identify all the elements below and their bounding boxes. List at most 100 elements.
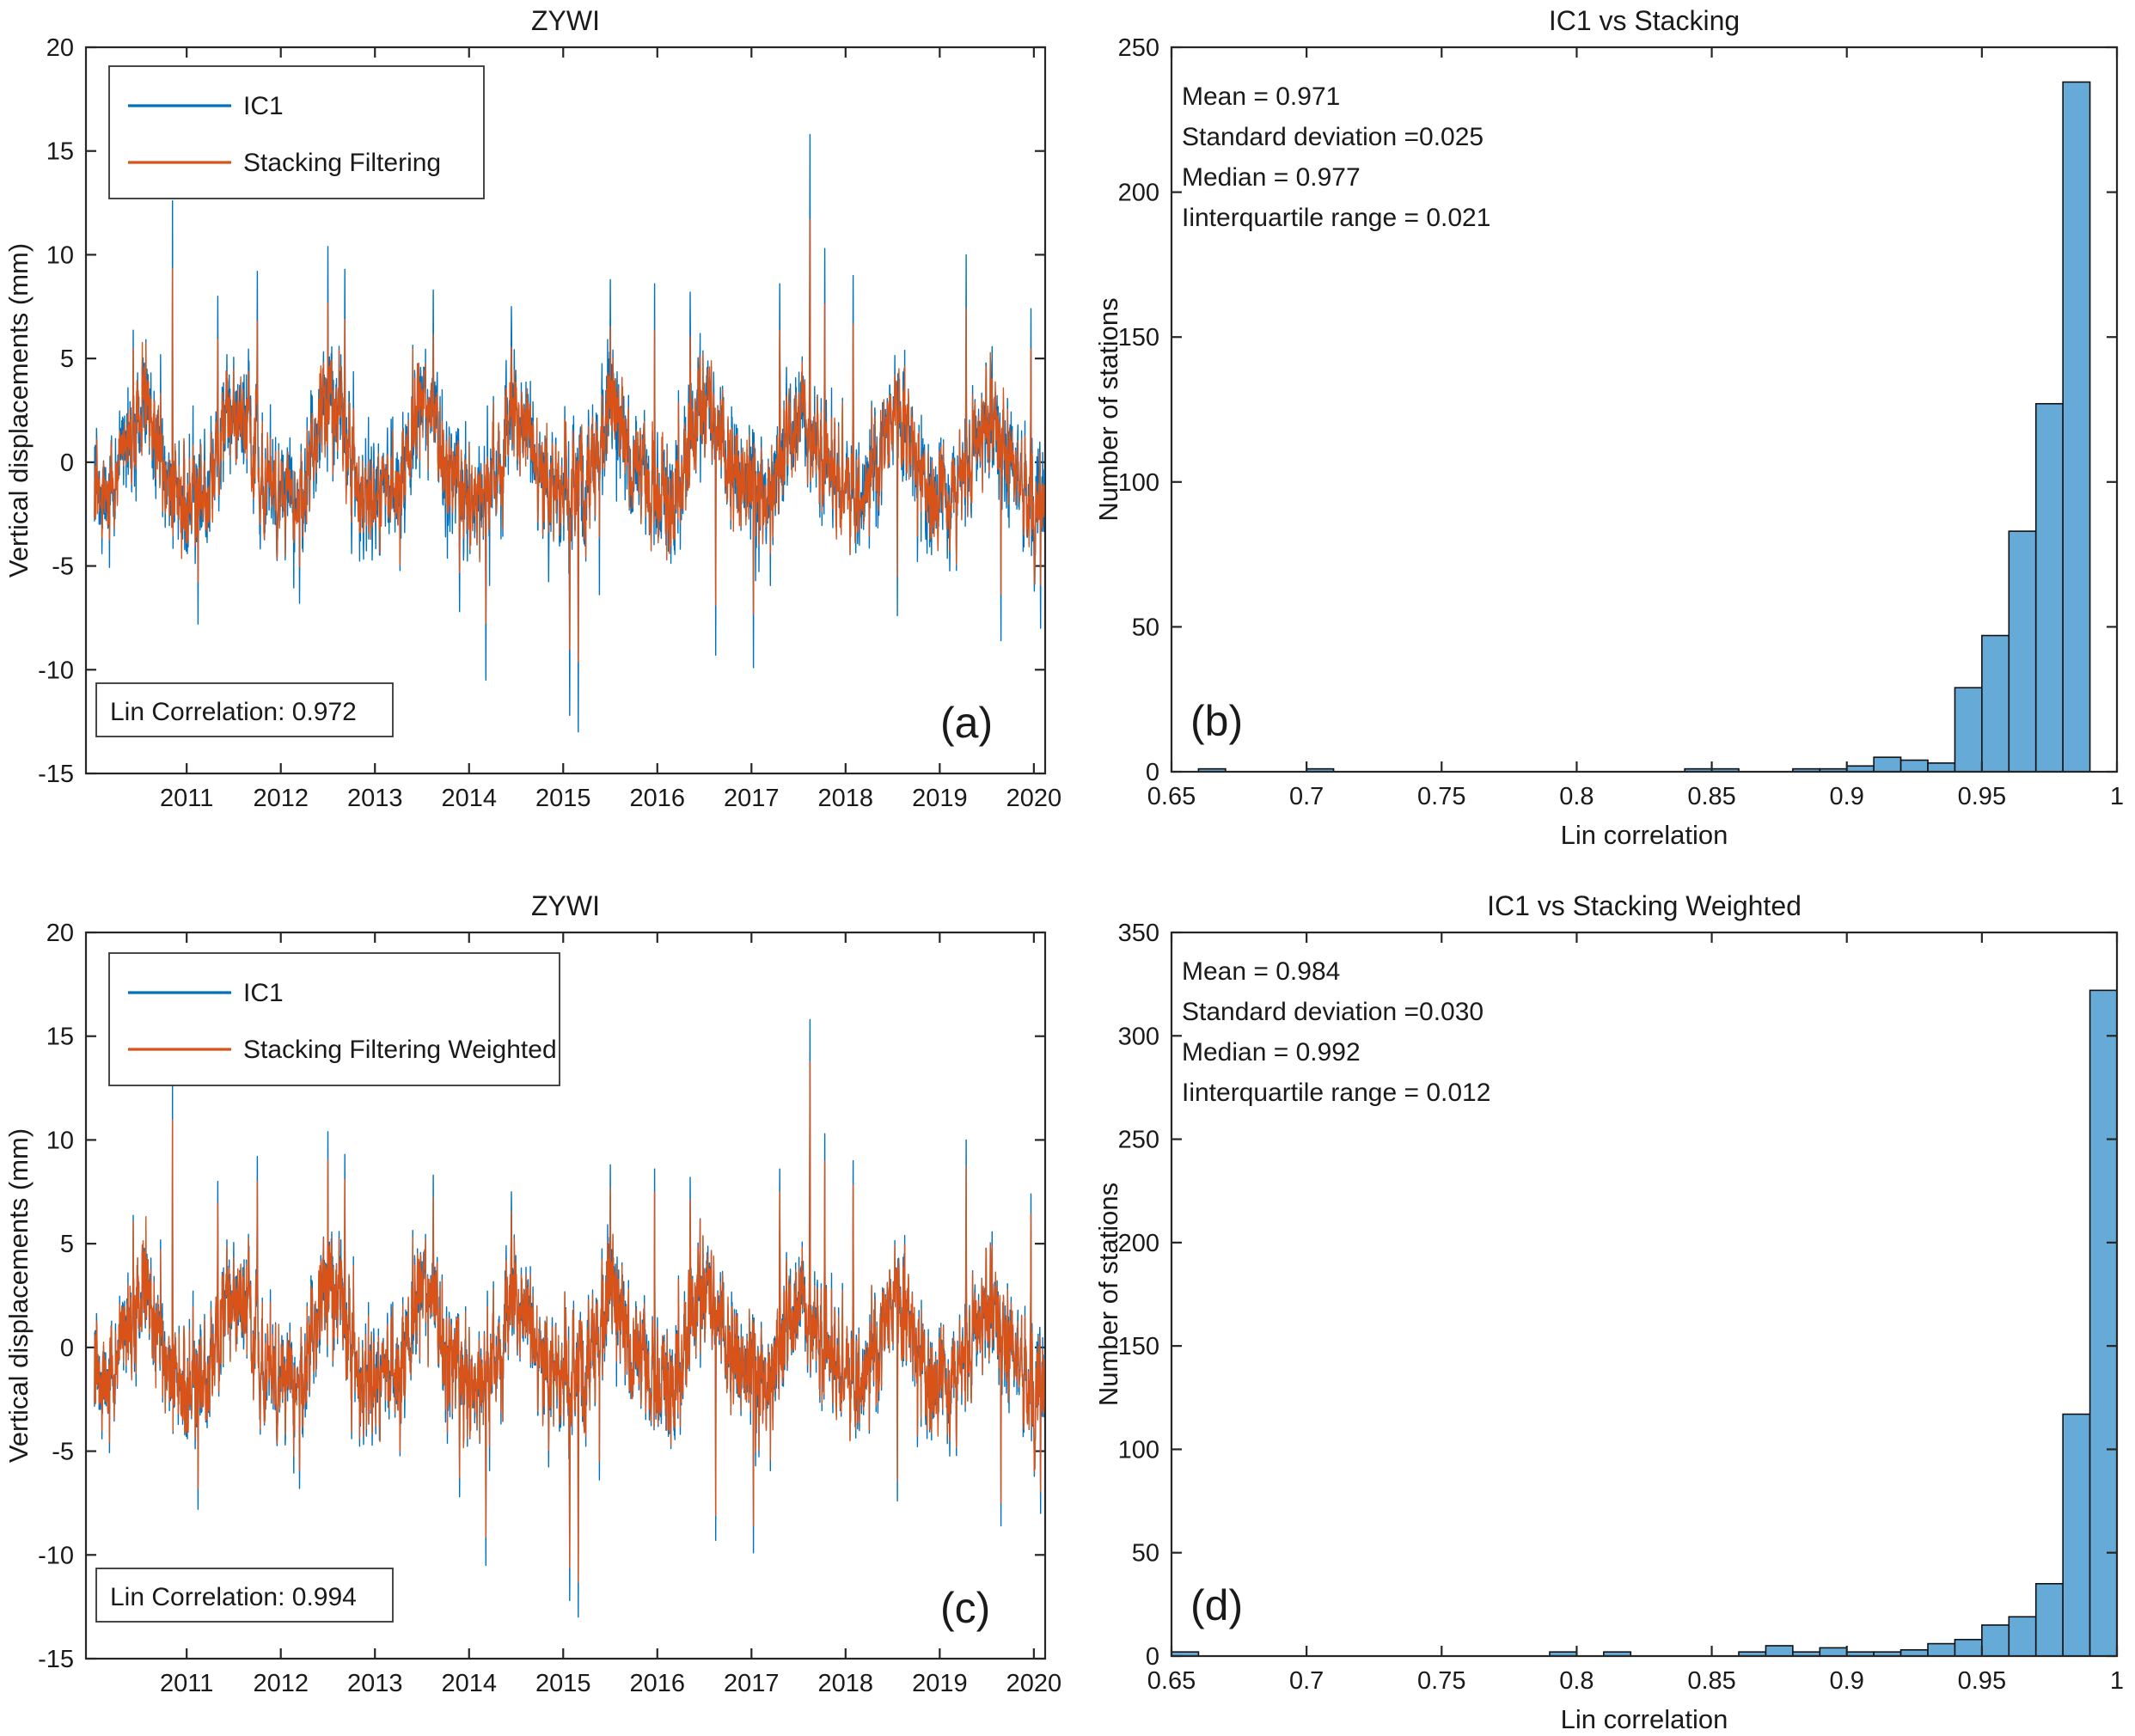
histogram-bar xyxy=(1927,762,1956,773)
x-tick-label: 0.95 xyxy=(1958,783,2006,810)
y-tick-label: 20 xyxy=(46,920,74,947)
histogram-bar xyxy=(1981,1624,2010,1657)
panel-a-plot: 2011 2012 2013 2014 2015 2016 2017 2018 2019 2020… xyxy=(3,5,1062,812)
x-tick-label: 2016 xyxy=(630,1670,686,1697)
panel-letter: (d) xyxy=(1190,1581,1243,1629)
x-tick-label: 0.85 xyxy=(1687,783,1735,810)
histogram-bar xyxy=(2089,989,2118,1657)
y-axis-label: Vertical displacements (mm) xyxy=(3,1128,34,1463)
y-tick-label: 0 xyxy=(60,449,74,477)
x-tick-label: 1 xyxy=(2110,1667,2124,1695)
x-tick-label: 0.8 xyxy=(1559,1667,1594,1695)
x-axis-label: Lin correlation xyxy=(1561,820,1728,850)
histogram-bar xyxy=(1981,634,2010,773)
x-tick-label: 0.75 xyxy=(1417,1667,1465,1695)
x-tick-label: 2017 xyxy=(724,1670,780,1697)
panel-d-plot: 0.65 0.7 0.75 0.8 0.85 0.9 0.95 1 0 50 100 150 200 25… xyxy=(1093,890,2124,1734)
correlation-box xyxy=(95,682,394,737)
panel-letter: (b) xyxy=(1190,697,1243,745)
stats-line: Median = 0.992 xyxy=(1182,1038,1361,1067)
x-tick-label: 2011 xyxy=(160,1670,213,1697)
axis-frame xyxy=(84,46,1047,775)
histogram-bars xyxy=(1171,989,2118,1657)
x-tick-label: 2016 xyxy=(630,785,686,812)
histogram-bar xyxy=(1954,1638,1983,1657)
panel-b-plot: 0.65 0.7 0.75 0.8 0.85 0.9 0.95 1 0 50 100 150 200 25… xyxy=(1093,5,2124,850)
histogram-bar xyxy=(2062,1413,2091,1657)
x-tick-label: 2019 xyxy=(912,785,968,812)
y-axis-label: Number of stations xyxy=(1093,297,1123,521)
y-tick-label: 50 xyxy=(1132,1540,1159,1568)
y-tick-label: -5 xyxy=(52,1439,74,1466)
x-tick-label: 2014 xyxy=(441,1670,497,1697)
x-tick-label: 1 xyxy=(2110,783,2124,810)
x-tick-label: 2018 xyxy=(818,1670,874,1697)
y-tick-label: 100 xyxy=(1118,1436,1159,1464)
x-tick-label: 2012 xyxy=(253,785,309,812)
axis-frame xyxy=(1170,931,2119,1658)
x-tick-label: 0.85 xyxy=(1687,1667,1735,1695)
y-tick-label: -10 xyxy=(38,657,74,684)
x-tick-label: 0.9 xyxy=(1830,783,1864,810)
x-tick-label: 2011 xyxy=(160,785,213,812)
axis-frame xyxy=(84,931,1047,1660)
x-tick-label: 2012 xyxy=(253,1670,309,1697)
y-tick-label: 5 xyxy=(60,1231,74,1258)
legend-label: Stacking Filtering Weighted xyxy=(243,1036,557,1064)
histogram-bar xyxy=(1765,1645,1794,1657)
panel-c-plot: 2011 2012 2013 2014 2015 2016 2017 2018 2019 2020… xyxy=(3,890,1061,1697)
histogram-bar xyxy=(1873,756,1902,773)
y-tick-label: 5 xyxy=(60,345,74,373)
y-tick-label: 250 xyxy=(1118,1127,1159,1154)
y-tick-label: 0 xyxy=(1146,759,1159,786)
chart-title: ZYWI xyxy=(531,890,600,921)
histogram-bar xyxy=(2008,1616,2037,1657)
x-tick-label: 2020 xyxy=(1006,785,1062,812)
legend-box xyxy=(108,952,560,1086)
y-tick-label: 0 xyxy=(60,1335,74,1362)
y-axis-label: Vertical displacements (mm) xyxy=(3,243,34,578)
x-tick-label: 0.8 xyxy=(1559,783,1594,810)
x-tick-label: 2015 xyxy=(535,785,591,812)
histogram-bar xyxy=(2062,81,2091,773)
x-tick-label: 0.7 xyxy=(1289,1667,1324,1695)
y-tick-label: 200 xyxy=(1118,1230,1159,1257)
chart-title: IC1 vs Stacking xyxy=(1549,5,1740,36)
stats-line: Median = 0.977 xyxy=(1182,163,1361,192)
y-tick-label: 150 xyxy=(1118,324,1159,351)
x-tick-label: 2013 xyxy=(347,785,403,812)
x-tick-label: 0.7 xyxy=(1289,783,1324,810)
stats-line: Mean = 0.984 xyxy=(1182,957,1340,986)
histogram-bar xyxy=(1899,759,1929,773)
histogram-bar xyxy=(1819,1647,1848,1657)
x-tick-label: 0.9 xyxy=(1830,1667,1864,1695)
legend-label: IC1 xyxy=(243,92,284,120)
panel-a-timeseries: 2011 2012 2013 2014 2015 2016 2017 2018 2019 2020… xyxy=(0,0,1068,868)
y-tick-label: -15 xyxy=(38,1646,74,1673)
y-tick-label: -5 xyxy=(52,553,74,581)
legend-box xyxy=(108,65,485,199)
panel-c-timeseries: 2011 2012 2013 2014 2015 2016 2017 2018 2019 2020… xyxy=(0,868,1068,1736)
y-tick-label: 250 xyxy=(1118,34,1159,62)
panel-letter: (a) xyxy=(940,699,993,747)
y-tick-label: 200 xyxy=(1118,180,1159,207)
histogram-bar xyxy=(1927,1642,1956,1657)
y-tick-label: -10 xyxy=(38,1542,74,1569)
panel-b-histogram: 0.65 0.7 0.75 0.8 0.85 0.9 0.95 1 0 50 100 150 200 25… xyxy=(1068,0,2135,868)
y-tick-label: 50 xyxy=(1132,614,1159,641)
y-tick-label: 0 xyxy=(1146,1643,1159,1671)
chart-title: ZYWI xyxy=(531,5,600,36)
x-tick-label: 2019 xyxy=(912,1670,968,1697)
x-tick-label: 0.65 xyxy=(1147,783,1196,810)
correlation-label: Lin Correlation: 0.994 xyxy=(110,1583,357,1611)
stats-line: Iinterquartile range = 0.021 xyxy=(1182,204,1490,232)
stats-line: Mean = 0.971 xyxy=(1182,83,1340,111)
stats-line: Standard deviation =0.025 xyxy=(1182,123,1483,151)
x-tick-label: 2014 xyxy=(441,785,497,812)
series-stacking-line xyxy=(94,1061,1045,1583)
y-tick-label: 300 xyxy=(1118,1023,1159,1050)
x-tick-label: 2017 xyxy=(724,785,780,812)
y-axis-label: Number of stations xyxy=(1093,1183,1123,1406)
chart-title: IC1 vs Stacking Weighted xyxy=(1487,890,1802,921)
